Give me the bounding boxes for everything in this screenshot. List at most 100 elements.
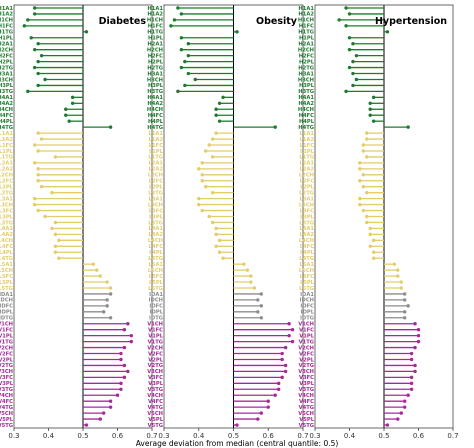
category-label: H4FC [148, 113, 163, 119]
lollipop-point [416, 333, 421, 338]
category-label: V1PL [299, 333, 314, 339]
lollipop-point [214, 131, 218, 135]
category-label: H2A1 [298, 42, 314, 48]
category-label: V4TG [0, 405, 13, 411]
lollipop-point [108, 316, 113, 320]
category-label: H2CH [298, 47, 314, 53]
lollipop-point [273, 393, 277, 397]
category-label: L3FC [300, 208, 314, 214]
lollipop-point [36, 83, 40, 88]
lollipop-point [217, 250, 222, 254]
category-label: H1FC [299, 24, 314, 30]
category-label: V4FC [148, 399, 163, 405]
lollipop-point [50, 226, 54, 231]
lollipop-point [217, 101, 222, 106]
category-label: H4A1 [298, 95, 314, 101]
lollipop-point [119, 381, 123, 386]
lollipop-point [179, 36, 184, 40]
lollipop-point [39, 185, 44, 189]
category-label: L4FC [300, 244, 314, 250]
category-label: H4PL [0, 119, 14, 125]
lollipop-point [36, 59, 40, 64]
lollipop-point [197, 167, 201, 171]
category-label: H1CH [0, 18, 13, 24]
lollipop-point [105, 304, 109, 308]
lollipop-point [207, 214, 211, 219]
category-label: L1A2 [0, 137, 13, 143]
category-label: V1CH [298, 322, 314, 328]
category-label: L2A2 [299, 167, 314, 173]
lollipop-point [406, 393, 410, 397]
lollipop-point [235, 30, 239, 34]
x-tick-label: 0.6 [112, 432, 124, 440]
lollipop-point [221, 95, 225, 100]
lollipop-point [57, 256, 61, 260]
category-label: L3TG [148, 220, 163, 226]
category-label: L2A1 [148, 161, 163, 167]
lollipop-point [214, 232, 218, 237]
lollipop-point [396, 268, 400, 272]
x-tick-label: 0.5 [228, 432, 239, 440]
lollipop-point [396, 417, 400, 421]
lollipop-point [36, 149, 40, 153]
category-label: IDA1 [0, 292, 13, 298]
category-label: L4CH [0, 238, 13, 244]
lollipop-point [210, 190, 215, 195]
category-label: H2PL [148, 59, 164, 65]
category-label: H4FC [0, 113, 13, 119]
category-label: H4CH [298, 107, 314, 113]
category-label: H1TG [298, 30, 314, 36]
category-label: L4A2 [299, 232, 314, 238]
lollipop-point [200, 208, 204, 213]
lollipop-point [214, 244, 218, 248]
x-axis-label: Average deviation from median (central q… [136, 439, 339, 448]
panel-title: Obesity [256, 16, 298, 27]
lollipop-point [361, 185, 365, 189]
category-label: V3CH [298, 369, 314, 375]
lollipop-point [217, 238, 222, 243]
panel-diabetes: H1A1H1A2H1CHH1FCH1TGH1PLH2A1H2CHH2FCH2PL… [0, 4, 158, 440]
category-label: L5PL [300, 280, 315, 286]
category-label: L2TG [148, 190, 163, 196]
category-label: V3PL [299, 381, 314, 387]
category-label: V2PL [0, 357, 14, 363]
category-label: L2CH [299, 173, 314, 179]
x-tick-label: 0.5 [378, 432, 389, 440]
category-label: H1A2 [0, 12, 13, 18]
category-label: H1PL [148, 36, 164, 42]
category-label: L4A2 [0, 232, 13, 238]
lollipop-point [347, 36, 352, 40]
category-label: H3CH [298, 77, 314, 83]
category-label: V1TG [299, 339, 314, 345]
lollipop-point [207, 143, 211, 147]
lollipop-point [259, 292, 263, 296]
category-label: V3CH [147, 369, 163, 375]
lollipop-point [200, 173, 204, 177]
lollipop-point [361, 173, 365, 177]
lollipop-point [399, 411, 403, 415]
category-label: V2PL [299, 357, 314, 363]
panel-hypertension: H1A1H1A2H1CHH1FCH1TGH1PLH2A1H2CHH2FCH2PL… [298, 4, 459, 440]
category-label: IDA1 [149, 292, 163, 298]
x-tick-label: 0.7 [447, 432, 458, 440]
lollipop-point [169, 24, 173, 28]
category-label: V4FC [0, 399, 13, 405]
lollipop-point [276, 381, 281, 386]
category-label: V4CH [0, 393, 13, 399]
category-label: L5FC [149, 274, 163, 280]
lollipop-point [214, 226, 218, 231]
category-label: V4FC [299, 399, 314, 405]
lollipop-point [416, 327, 421, 332]
lollipop-point [53, 155, 58, 159]
category-label: L4A1 [299, 226, 314, 232]
category-label: IDTG [0, 316, 13, 322]
category-label: V2TG [299, 363, 314, 369]
lollipop-point [385, 30, 390, 34]
lollipop-point [126, 322, 130, 326]
lollipop-point [347, 65, 352, 70]
category-label: H3TG [298, 89, 314, 95]
category-label: L2PL [0, 185, 14, 191]
lollipop-point [179, 65, 184, 70]
lollipop-point [57, 238, 61, 243]
category-label: L5PL [149, 280, 164, 286]
